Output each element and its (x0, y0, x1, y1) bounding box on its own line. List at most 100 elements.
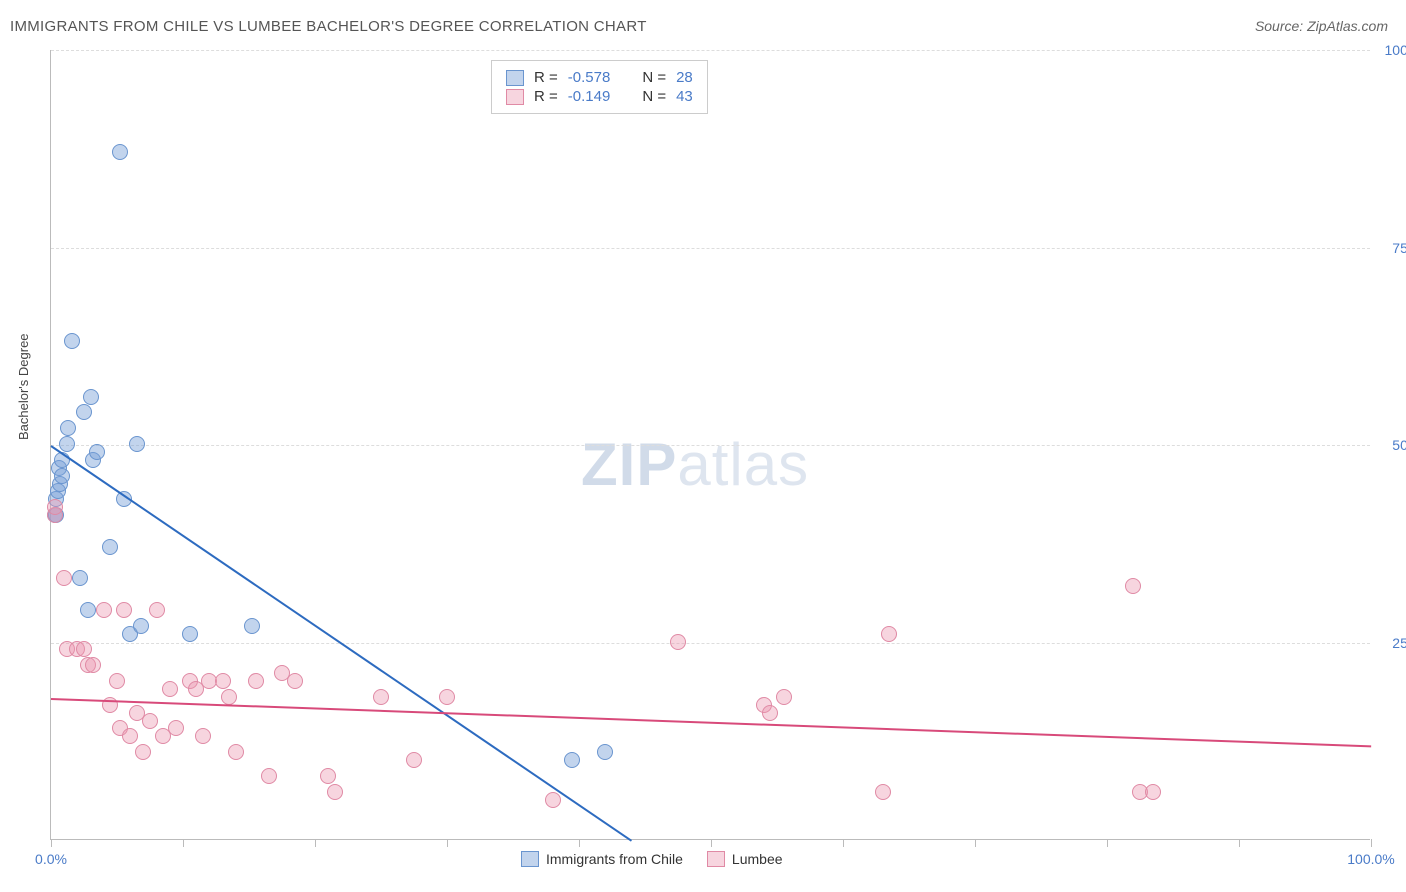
data-point (670, 634, 686, 650)
x-tick (183, 839, 184, 847)
stats-n-value: 43 (676, 88, 693, 105)
stats-n-label: N = (642, 88, 666, 105)
x-tick (843, 839, 844, 847)
x-tick (711, 839, 712, 847)
data-point (168, 720, 184, 736)
data-point (72, 570, 88, 586)
legend-label: Lumbee (732, 851, 783, 867)
data-point (60, 420, 76, 436)
legend-swatch (707, 851, 725, 867)
data-point (122, 728, 138, 744)
legend-item: Immigrants from Chile (521, 851, 683, 867)
data-point (102, 539, 118, 555)
data-point (109, 673, 125, 689)
data-point (133, 618, 149, 634)
data-point (1125, 578, 1141, 594)
x-tick (975, 839, 976, 847)
legend-swatch (521, 851, 539, 867)
data-point (96, 602, 112, 618)
data-point (1145, 784, 1161, 800)
data-point (439, 689, 455, 705)
gridline (51, 445, 1370, 446)
data-point (116, 602, 132, 618)
plot-area: ZIPatlas R = -0.578 N = 28 R = -0.149 N … (50, 50, 1370, 840)
stats-row: R = -0.578 N = 28 (506, 69, 693, 86)
data-point (64, 333, 80, 349)
x-tick (1371, 839, 1372, 847)
stats-r-value: -0.149 (568, 88, 611, 105)
data-point (80, 602, 96, 618)
data-point (162, 681, 178, 697)
stats-legend-box: R = -0.578 N = 28 R = -0.149 N = 43 (491, 60, 708, 114)
data-point (406, 752, 422, 768)
data-point (597, 744, 613, 760)
data-point (85, 657, 101, 673)
data-point (182, 626, 198, 642)
x-tick (1107, 839, 1108, 847)
stats-row: R = -0.149 N = 43 (506, 88, 693, 105)
data-point (881, 626, 897, 642)
stats-r-label: R = (534, 69, 558, 86)
data-point (47, 499, 63, 515)
data-point (112, 144, 128, 160)
data-point (59, 436, 75, 452)
data-point (373, 689, 389, 705)
x-tick (447, 839, 448, 847)
data-point (142, 713, 158, 729)
data-point (149, 602, 165, 618)
data-point (287, 673, 303, 689)
data-point (135, 744, 151, 760)
x-tick (315, 839, 316, 847)
x-tick (1239, 839, 1240, 847)
legend-swatch (506, 89, 524, 105)
data-point (244, 618, 260, 634)
gridline (51, 50, 1370, 51)
data-point (215, 673, 231, 689)
gridline (51, 643, 1370, 644)
data-point (248, 673, 264, 689)
trend-line (51, 698, 1371, 747)
data-point (76, 404, 92, 420)
data-point (228, 744, 244, 760)
gridline (51, 248, 1370, 249)
data-point (76, 641, 92, 657)
y-tick-label: 25.0% (1392, 635, 1406, 651)
correlation-chart: IMMIGRANTS FROM CHILE VS LUMBEE BACHELOR… (0, 0, 1406, 892)
data-point (261, 768, 277, 784)
stats-n-value: 28 (676, 69, 693, 86)
chart-title: IMMIGRANTS FROM CHILE VS LUMBEE BACHELOR… (10, 18, 647, 35)
data-point (545, 792, 561, 808)
data-point (54, 468, 70, 484)
x-tick-label: 0.0% (35, 851, 67, 867)
data-point (564, 752, 580, 768)
watermark: ZIPatlas (581, 430, 809, 499)
legend-label: Immigrants from Chile (546, 851, 683, 867)
stats-r-value: -0.578 (568, 69, 611, 86)
data-point (56, 570, 72, 586)
x-tick (51, 839, 52, 847)
data-point (762, 705, 778, 721)
legend-item: Lumbee (707, 851, 783, 867)
watermark-bold: ZIP (581, 431, 677, 498)
data-point (875, 784, 891, 800)
data-point (776, 689, 792, 705)
data-point (129, 436, 145, 452)
stats-r-label: R = (534, 88, 558, 105)
source-attribution: Source: ZipAtlas.com (1255, 18, 1388, 34)
y-tick-label: 75.0% (1392, 240, 1406, 256)
x-tick (579, 839, 580, 847)
legend-swatch (506, 70, 524, 86)
bottom-legend: Immigrants from Chile Lumbee (521, 851, 783, 867)
data-point (195, 728, 211, 744)
watermark-light: atlas (677, 431, 809, 498)
data-point (327, 784, 343, 800)
stats-n-label: N = (642, 69, 666, 86)
y-tick-label: 50.0% (1392, 437, 1406, 453)
x-tick-label: 100.0% (1347, 851, 1394, 867)
y-tick-label: 100.0% (1385, 42, 1406, 58)
data-point (89, 444, 105, 460)
data-point (221, 689, 237, 705)
data-point (83, 389, 99, 405)
y-axis-label: Bachelor's Degree (16, 333, 31, 440)
data-point (320, 768, 336, 784)
